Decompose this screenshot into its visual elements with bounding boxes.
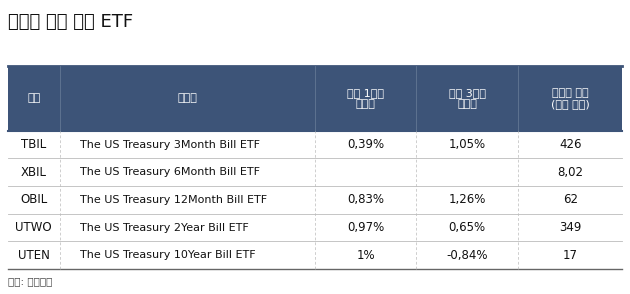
Text: 426: 426 xyxy=(559,138,581,151)
Text: 349: 349 xyxy=(559,221,581,234)
Bar xyxy=(416,66,518,131)
Text: UTEN: UTEN xyxy=(18,249,50,262)
Text: 8,02: 8,02 xyxy=(557,166,583,179)
Text: 0,39%: 0,39% xyxy=(347,138,384,151)
Text: 1%: 1% xyxy=(357,249,375,262)
Text: -0,84%: -0,84% xyxy=(447,249,488,262)
Bar xyxy=(8,131,622,158)
Text: 1,26%: 1,26% xyxy=(449,193,486,206)
Bar xyxy=(8,66,60,131)
Text: The US Treasury 10Year Bill ETF: The US Treasury 10Year Bill ETF xyxy=(80,250,256,260)
Text: 1,05%: 1,05% xyxy=(449,138,486,151)
Text: TBIL: TBIL xyxy=(21,138,47,151)
Text: 0,65%: 0,65% xyxy=(449,221,486,234)
Bar xyxy=(315,66,416,131)
Text: The US Treasury 6Month Bill ETF: The US Treasury 6Month Bill ETF xyxy=(80,167,260,177)
Bar xyxy=(8,158,622,186)
Text: 펀드명: 펀드명 xyxy=(178,93,197,103)
Text: XBIL: XBIL xyxy=(21,166,47,179)
Bar xyxy=(60,66,315,131)
Text: 최근 1개월
수익률: 최근 1개월 수익률 xyxy=(347,88,384,109)
Text: UTWO: UTWO xyxy=(15,221,52,234)
Text: 0,97%: 0,97% xyxy=(347,221,384,234)
Text: 17: 17 xyxy=(563,249,578,262)
Text: 자료: 블룸버그: 자료: 블룸버그 xyxy=(8,276,52,286)
Bar xyxy=(8,186,622,214)
Text: The US Treasury 2Year Bill ETF: The US Treasury 2Year Bill ETF xyxy=(80,223,249,233)
Text: 미국채 단일 종목 ETF: 미국채 단일 종목 ETF xyxy=(8,13,133,31)
Bar xyxy=(8,214,622,241)
Text: The US Treasury 12Month Bill ETF: The US Treasury 12Month Bill ETF xyxy=(80,195,267,205)
Bar xyxy=(518,66,622,131)
Text: 총자산 규모
(백만 달러): 총자산 규모 (백만 달러) xyxy=(551,88,590,109)
Text: 티커: 티커 xyxy=(27,93,40,103)
Text: OBIL: OBIL xyxy=(20,193,47,206)
Text: The US Treasury 3Month Bill ETF: The US Treasury 3Month Bill ETF xyxy=(80,140,260,150)
Text: 0,83%: 0,83% xyxy=(347,193,384,206)
Text: 최근 3개월
수익률: 최근 3개월 수익률 xyxy=(449,88,486,109)
Text: 62: 62 xyxy=(563,193,578,206)
Bar xyxy=(8,241,622,269)
